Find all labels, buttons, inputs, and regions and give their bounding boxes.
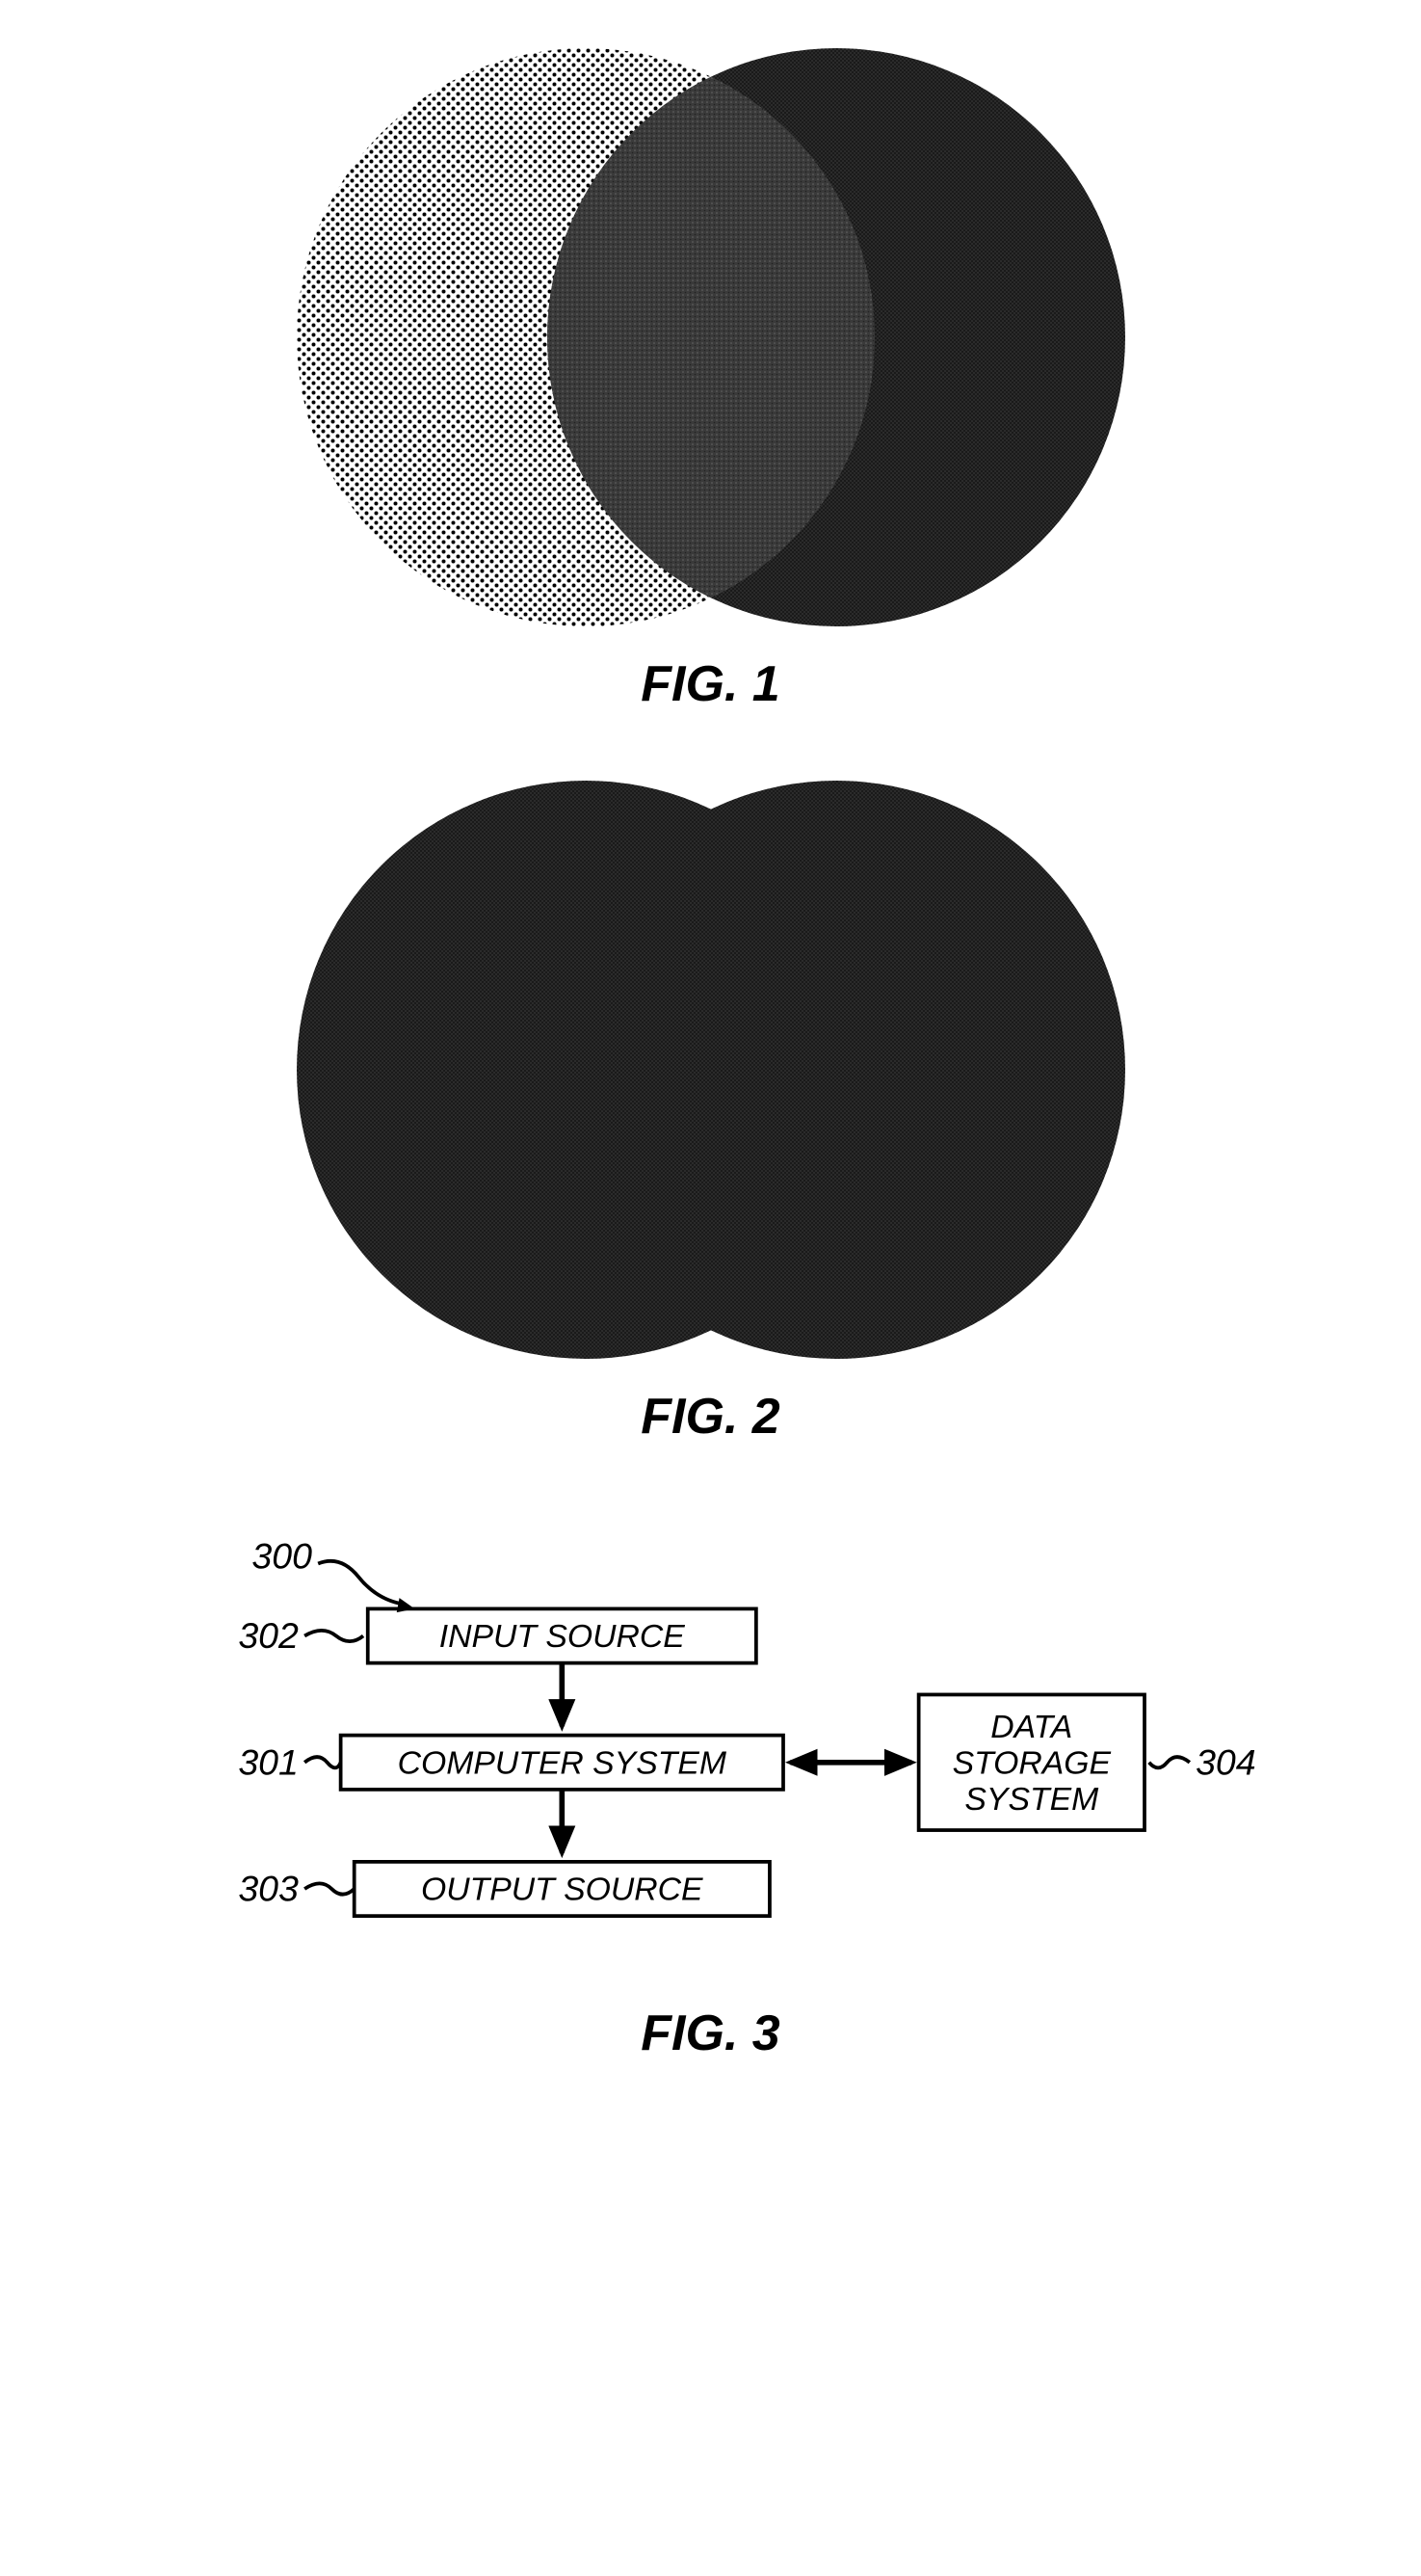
figure-3-block: INPUT SOURCE COMPUTER SYSTEM OUTPUT SOUR…: [133, 1503, 1289, 2062]
ref-300: 300: [251, 1536, 312, 1577]
data-storage-label-2: STORAGE: [952, 1744, 1111, 1781]
input-source-label: INPUT SOURCE: [438, 1618, 685, 1655]
ref-304: 304: [1196, 1741, 1256, 1782]
ref-300-lead: [318, 1561, 404, 1605]
ref-302-lead: [304, 1631, 363, 1641]
fig2-right-circle: [547, 781, 1125, 1359]
ref-301: 301: [238, 1741, 299, 1782]
data-storage-label-3: SYSTEM: [964, 1781, 1099, 1818]
fig2-caption: FIG. 2: [641, 1388, 779, 1446]
output-source-label: OUTPUT SOURCE: [421, 1872, 703, 1908]
ref-301-lead: [304, 1757, 341, 1767]
ref-303: 303: [238, 1869, 299, 1909]
figure-1-block: FIG. 1: [277, 39, 1145, 713]
fig2-venn-container: [277, 771, 1145, 1368]
fig1-svg: [277, 39, 1145, 636]
fig2-svg: [277, 771, 1145, 1368]
data-storage-label-1: DATA: [990, 1709, 1072, 1745]
computer-system-label: COMPUTER SYSTEM: [397, 1744, 726, 1781]
fig3-svg: INPUT SOURCE COMPUTER SYSTEM OUTPUT SOUR…: [133, 1503, 1289, 1985]
ref-302: 302: [238, 1615, 299, 1656]
figure-2-block: FIG. 2: [277, 771, 1145, 1446]
fig3-caption: FIG. 3: [641, 2005, 779, 2062]
fig1-venn-container: [277, 39, 1145, 636]
ref-303-lead: [304, 1883, 355, 1894]
fig3-diagram: INPUT SOURCE COMPUTER SYSTEM OUTPUT SOUR…: [133, 1503, 1289, 1985]
fig1-caption: FIG. 1: [641, 655, 779, 713]
ref-304-lead: [1148, 1757, 1189, 1767]
page-container: FIG. 1 FIG. 2: [0, 39, 1421, 2120]
